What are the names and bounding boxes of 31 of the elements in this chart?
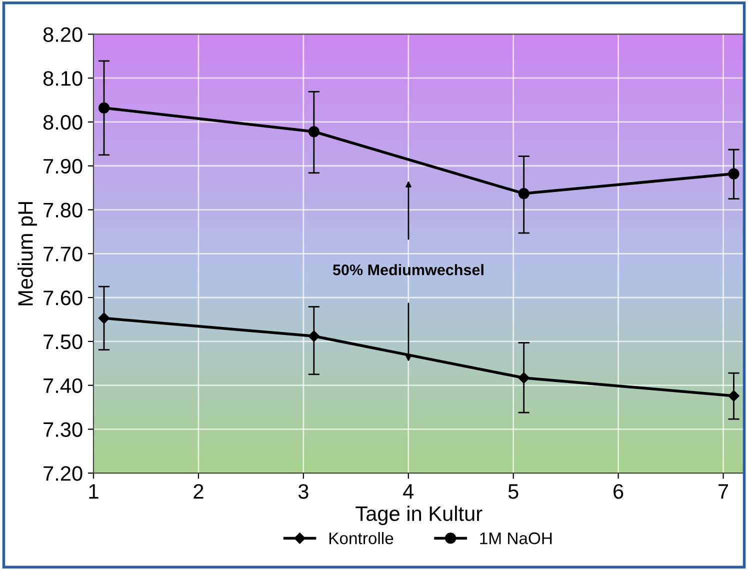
x-tick-label: 7 bbox=[718, 484, 728, 499]
point bbox=[728, 390, 740, 402]
legend-label: Kontrolle bbox=[329, 532, 394, 544]
y-tick-label: 7.80 bbox=[44, 202, 82, 218]
y-tick-label: 7.40 bbox=[44, 378, 82, 394]
point bbox=[728, 168, 740, 180]
y-tick-label: 7.90 bbox=[44, 158, 82, 174]
y-tick-label: 8.00 bbox=[43, 114, 82, 130]
x-axis-title: Tage in Kultur bbox=[356, 506, 482, 526]
point bbox=[98, 102, 110, 114]
x-tick-label: 6 bbox=[614, 484, 624, 499]
y-tick-label: 8.20 bbox=[43, 27, 82, 42]
point bbox=[518, 372, 530, 384]
y-tick-label: 7.30 bbox=[44, 422, 82, 437]
point bbox=[308, 126, 320, 138]
point bbox=[98, 312, 110, 324]
x-tick-label: 3 bbox=[298, 484, 308, 499]
x-tick-label: 5 bbox=[508, 484, 518, 499]
point bbox=[308, 330, 320, 342]
legend-label: 1M NaOH bbox=[480, 532, 552, 544]
y-tick-label: 7.20 bbox=[44, 466, 82, 481]
x-tick-label: 2 bbox=[194, 484, 204, 499]
point bbox=[518, 188, 530, 200]
y-tick-label: 7.70 bbox=[44, 246, 82, 262]
y-tick-label: 8.10 bbox=[43, 71, 82, 86]
y-axis-title: Medium pH bbox=[18, 202, 37, 306]
y-tick-label: 7.50 bbox=[44, 334, 82, 350]
x-tick-label: 1 bbox=[89, 484, 98, 499]
annotation: 50% Mediumwechsel bbox=[332, 264, 484, 276]
x-tick-label: 4 bbox=[403, 484, 414, 499]
y-tick-label: 7.60 bbox=[44, 290, 82, 306]
